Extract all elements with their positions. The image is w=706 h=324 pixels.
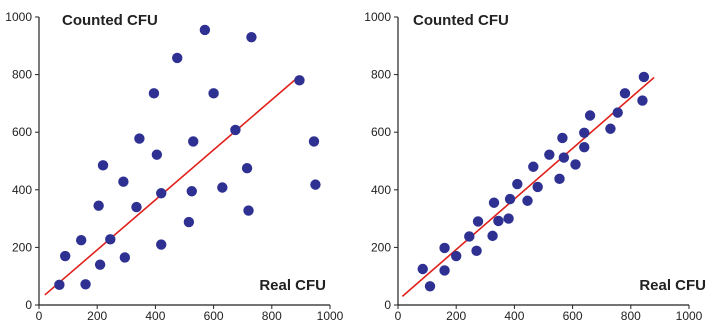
data-point bbox=[118, 176, 129, 187]
data-point bbox=[246, 31, 257, 43]
data-point bbox=[424, 281, 436, 292]
y-tick-label: 0 bbox=[384, 298, 391, 312]
data-point bbox=[54, 279, 65, 291]
y-tick-label: 200 bbox=[12, 240, 32, 254]
x-tick-label: 0 bbox=[395, 309, 402, 323]
x-tick-label: 800 bbox=[621, 309, 641, 323]
data-point bbox=[208, 88, 219, 99]
data-point bbox=[183, 216, 195, 228]
data-point bbox=[557, 132, 568, 144]
y-tick-label: 600 bbox=[12, 125, 32, 139]
data-point bbox=[619, 88, 631, 99]
x-tick-label: 400 bbox=[504, 309, 524, 323]
y-tick-label: 600 bbox=[371, 125, 391, 139]
y-tick-label: 400 bbox=[371, 183, 391, 197]
data-point bbox=[464, 231, 475, 242]
data-point bbox=[439, 265, 450, 276]
x-axis-title: Real CFU bbox=[639, 277, 706, 294]
data-point bbox=[230, 124, 241, 136]
data-point bbox=[612, 107, 623, 118]
data-point bbox=[241, 163, 253, 174]
data-point bbox=[532, 181, 543, 193]
data-point bbox=[148, 88, 160, 99]
y-tick-label: 1000 bbox=[5, 10, 32, 24]
data-point bbox=[472, 216, 484, 227]
y-tick-label: 1000 bbox=[364, 10, 391, 24]
data-point bbox=[488, 197, 500, 208]
x-tick-label: 200 bbox=[446, 309, 466, 323]
data-point bbox=[471, 245, 482, 257]
data-point bbox=[80, 279, 91, 290]
fit-line bbox=[44, 75, 300, 296]
data-point bbox=[554, 173, 565, 185]
left-scatter-panel: 0 200 400 600 800 1000 0 200 400 600 800 1000 Counte… bbox=[5, 10, 343, 323]
data-point bbox=[417, 263, 428, 275]
data-point bbox=[119, 252, 131, 263]
data-point bbox=[637, 95, 648, 106]
fit-line bbox=[401, 76, 655, 297]
x-axis-title: Real CFU bbox=[259, 277, 326, 294]
data-point bbox=[579, 141, 590, 153]
data-point bbox=[570, 159, 581, 170]
data-point bbox=[294, 75, 305, 86]
data-point bbox=[97, 160, 109, 171]
data-point bbox=[156, 188, 167, 199]
data-point bbox=[605, 123, 616, 134]
x-tick-label: 600 bbox=[204, 309, 224, 323]
x-tick-label: 1000 bbox=[676, 309, 703, 323]
data-point bbox=[310, 179, 321, 190]
data-point bbox=[308, 136, 320, 147]
data-point bbox=[584, 110, 596, 121]
data-point bbox=[151, 149, 163, 160]
data-point bbox=[558, 152, 570, 163]
data-point bbox=[439, 242, 450, 254]
data-point bbox=[544, 149, 555, 160]
data-point bbox=[504, 193, 516, 205]
data-point bbox=[487, 230, 498, 242]
data-point bbox=[75, 235, 87, 246]
data-point bbox=[493, 215, 504, 227]
x-tick-label: 800 bbox=[262, 309, 282, 323]
data-point bbox=[172, 52, 183, 64]
x-tick-label: 600 bbox=[563, 309, 583, 323]
data-point bbox=[512, 178, 523, 190]
data-point bbox=[503, 213, 514, 224]
data-point bbox=[522, 195, 533, 206]
y-tick-label: 400 bbox=[12, 183, 32, 197]
data-point bbox=[199, 24, 211, 36]
x-tick-label: 200 bbox=[87, 309, 107, 323]
data-point bbox=[94, 259, 106, 270]
x-tick-label: 1000 bbox=[317, 309, 344, 323]
data-point bbox=[217, 182, 228, 193]
x-tick-label: 0 bbox=[36, 309, 43, 323]
data-point bbox=[156, 239, 167, 250]
data-point bbox=[105, 234, 116, 245]
y-tick-label: 800 bbox=[12, 68, 32, 82]
data-point bbox=[243, 205, 254, 216]
y-axis-title: Counted CFU bbox=[62, 12, 158, 29]
right-scatter-panel: 0 200 400 600 800 1000 0 200 400 600 800 1000 Counte… bbox=[364, 10, 706, 323]
data-point bbox=[451, 250, 462, 262]
data-point bbox=[638, 71, 650, 83]
data-point bbox=[131, 201, 142, 213]
data-point bbox=[93, 200, 104, 211]
x-tick-label: 400 bbox=[145, 309, 165, 323]
y-tick-label: 0 bbox=[25, 298, 32, 312]
data-point bbox=[579, 127, 590, 138]
data-point bbox=[186, 186, 197, 197]
data-point bbox=[188, 136, 199, 147]
data-point bbox=[59, 250, 71, 262]
y-tick-label: 800 bbox=[371, 68, 391, 82]
data-point bbox=[528, 161, 539, 172]
y-axis-title: Counted CFU bbox=[413, 12, 509, 29]
data-point bbox=[134, 133, 145, 144]
y-tick-label: 200 bbox=[371, 240, 391, 254]
